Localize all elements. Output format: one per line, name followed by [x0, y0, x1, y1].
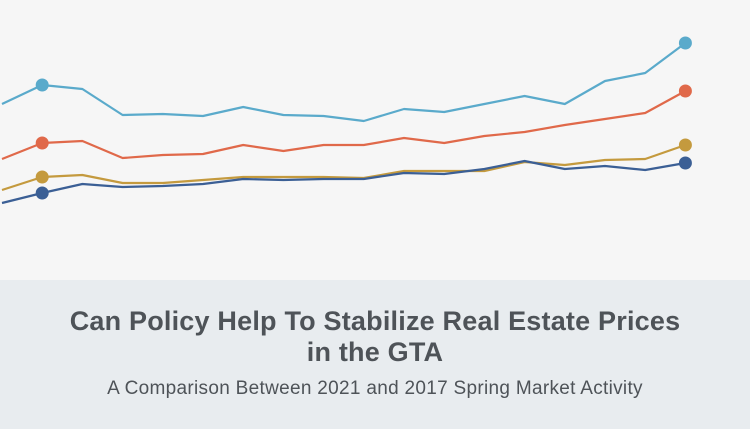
chart-subtitle: A Comparison Between 2021 and 2017 Sprin… [107, 378, 643, 399]
line-chart [1, 36, 692, 205]
series-light-blue-line [1, 42, 687, 123]
title-banner: Can Policy Help To Stabilize Real Estate… [0, 280, 750, 429]
chart-title: Can Policy Help To Stabilize Real Estate… [69, 306, 681, 367]
series-light-blue-point-1 [35, 78, 49, 92]
series-navy-point-1 [35, 186, 49, 200]
series-gold-line [1, 143, 686, 192]
series-navy-point-17 [678, 156, 692, 170]
series-orange-point-17 [678, 84, 692, 98]
series-gold-point-17 [678, 138, 692, 152]
series-light-blue-point-17 [678, 36, 692, 50]
series-gold-point-1 [35, 170, 49, 184]
series-orange-point-1 [35, 136, 49, 150]
series-orange-line [1, 90, 686, 161]
series-navy-line [1, 159, 686, 205]
chart-canvas [1, 36, 692, 205]
